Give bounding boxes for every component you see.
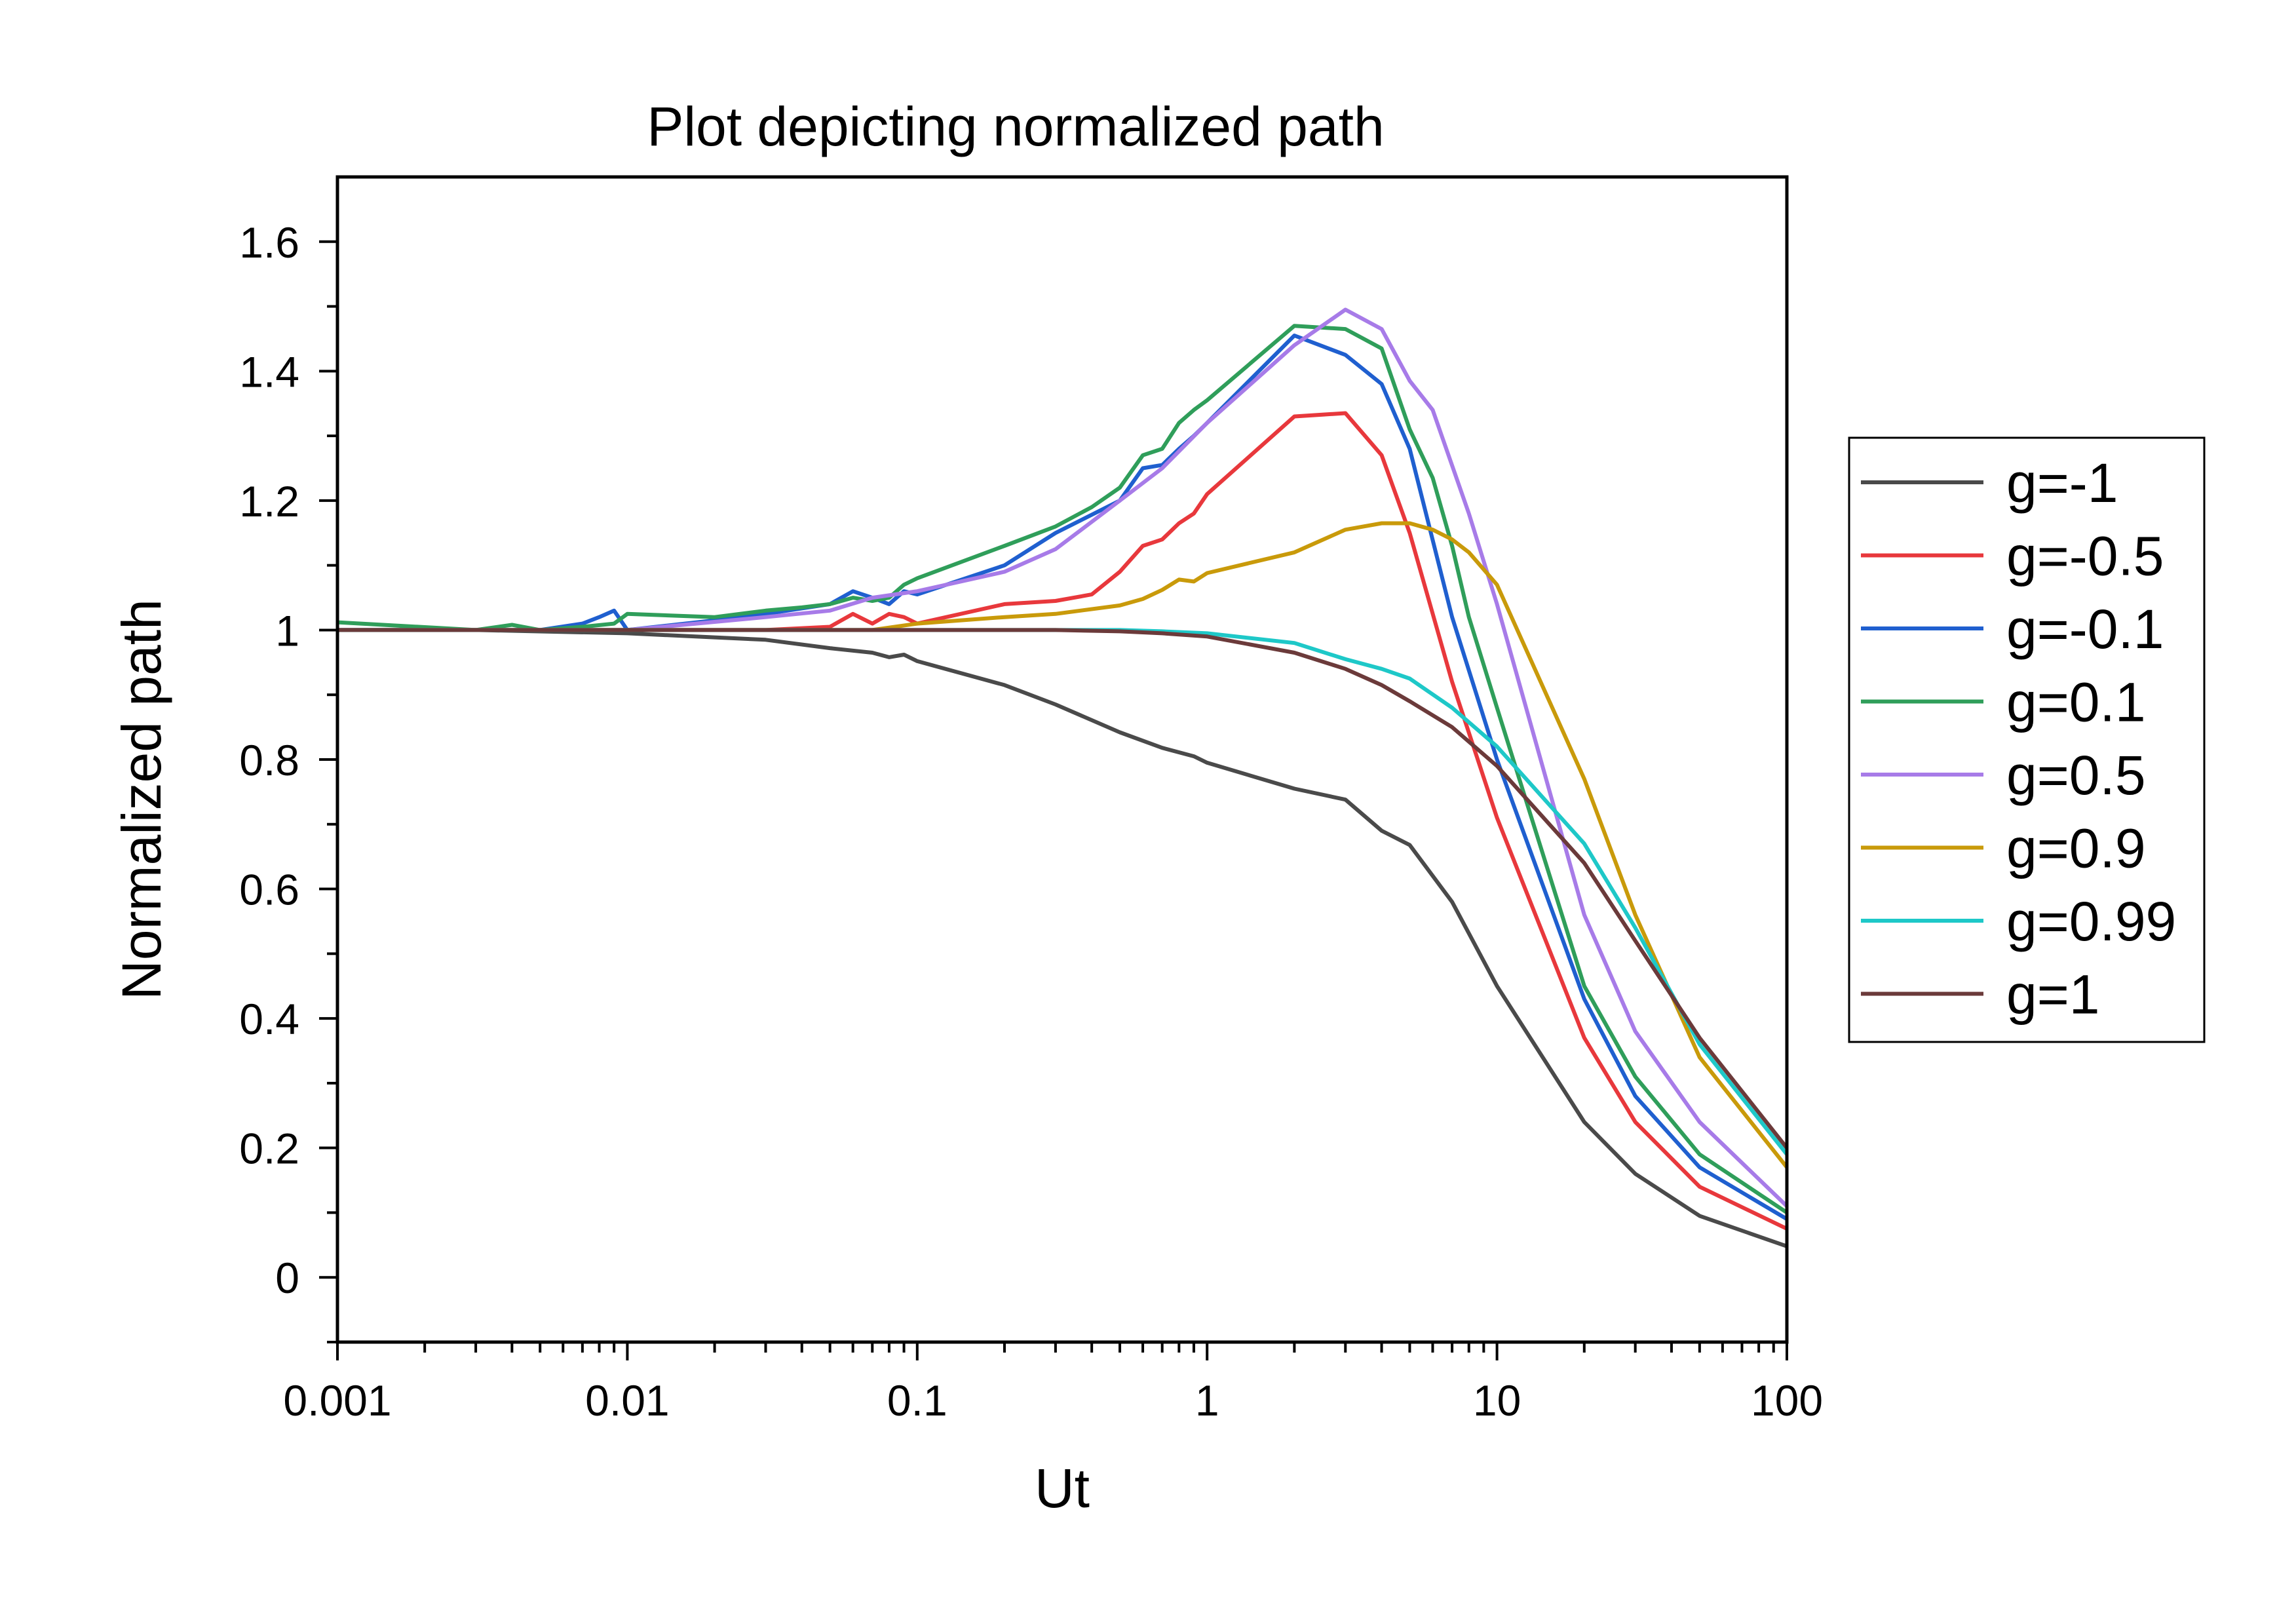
y-tick-label: 0 xyxy=(275,1254,299,1302)
legend-label: g=-1 xyxy=(2006,452,2118,514)
legend-label: g=0.99 xyxy=(2006,891,2176,952)
y-tick-label: 0.2 xyxy=(239,1125,299,1173)
plot-frame xyxy=(335,175,1789,1344)
legend-label: g=0.1 xyxy=(2006,672,2146,733)
y-tick-label: 1 xyxy=(275,606,299,655)
x-tick-label: 1 xyxy=(1195,1376,1219,1425)
axes: 0.001 0.01 0.1 1 10 100 0 0.2 0.4 0.6 0.8 1 1.2 1.4 1.… xyxy=(239,175,1823,1425)
series-line-4 xyxy=(337,324,1787,1215)
legend-label: g=-0.1 xyxy=(2006,598,2164,660)
y-tick-label: 1.6 xyxy=(239,218,299,267)
x-tick-label: 0.001 xyxy=(283,1376,391,1425)
series-line-8 xyxy=(337,628,1787,1150)
y-tick-label: 0.6 xyxy=(239,866,299,914)
plot-area xyxy=(337,307,1787,1248)
x-tick-label: 0.1 xyxy=(887,1376,947,1425)
legend-label: g=1 xyxy=(2006,964,2100,1026)
series-line-5 xyxy=(337,307,1787,1208)
x-axis-title: Ut xyxy=(1035,1457,1090,1519)
y-tick-label: 1.2 xyxy=(239,477,299,526)
x-tick-label: 100 xyxy=(1751,1376,1823,1425)
chart-title: Plot depicting normalized path xyxy=(647,96,1384,157)
x-tick-label: 10 xyxy=(1473,1376,1521,1425)
series-line-3 xyxy=(337,334,1787,1222)
legend-label: g=0.5 xyxy=(2006,744,2146,806)
series-line-2 xyxy=(337,411,1787,1231)
x-tick-label: 0.01 xyxy=(585,1376,669,1425)
y-tick-label: 0.4 xyxy=(239,995,299,1043)
legend-label: g=-0.5 xyxy=(2006,526,2164,587)
y-tick-label: 0.8 xyxy=(239,736,299,784)
legend-box xyxy=(1848,436,2206,1043)
y-tick-label: 1.4 xyxy=(239,347,299,396)
y-axis-title: Normalized path xyxy=(111,599,172,1000)
legend: g=-1 g=-0.5 g=-0.1 g=0.1 g=0.5 g=0.9 g=0.99 g=1 xyxy=(1848,436,2206,1043)
legend-label: g=0.9 xyxy=(2006,818,2146,879)
series-line-1 xyxy=(337,628,1787,1248)
